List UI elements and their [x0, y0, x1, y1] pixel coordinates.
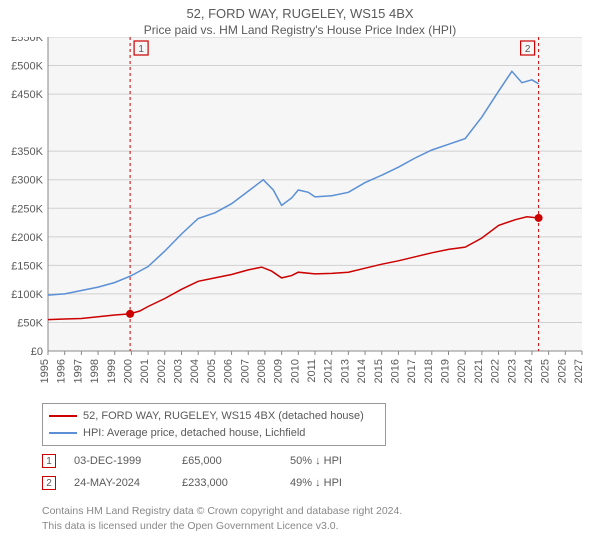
sale-delta: 50% ↓ HPI [290, 455, 380, 467]
legend-label: 52, FORD WAY, RUGELEY, WS15 4BX (detache… [83, 408, 364, 425]
legend-item: HPI: Average price, detached house, Lich… [49, 425, 379, 442]
svg-text:2009: 2009 [273, 359, 285, 383]
svg-text:2007: 2007 [239, 359, 251, 383]
svg-text:2001: 2001 [139, 359, 151, 383]
svg-text:2003: 2003 [173, 359, 185, 383]
legend-swatch [49, 415, 77, 417]
svg-text:2026: 2026 [556, 359, 568, 383]
svg-text:2011: 2011 [306, 359, 318, 383]
footer-line1: Contains HM Land Registry data © Crown c… [42, 504, 600, 519]
legend-label: HPI: Average price, detached house, Lich… [83, 425, 305, 442]
svg-text:£200K: £200K [11, 232, 43, 244]
svg-text:£500K: £500K [11, 61, 43, 73]
chart-title: 52, FORD WAY, RUGELEY, WS15 4BX [0, 6, 600, 21]
svg-text:£450K: £450K [11, 89, 43, 101]
svg-text:2016: 2016 [389, 359, 401, 383]
svg-text:£350K: £350K [11, 146, 43, 158]
sale-row: 2 24-MAY-2024 £233,000 49% ↓ HPI [42, 472, 600, 494]
svg-text:2020: 2020 [456, 359, 468, 383]
svg-text:2018: 2018 [423, 359, 435, 383]
svg-text:£150K: £150K [11, 260, 43, 272]
svg-text:2010: 2010 [289, 359, 301, 383]
chart-subtitle: Price paid vs. HM Land Registry's House … [0, 23, 600, 37]
svg-text:2022: 2022 [490, 359, 502, 383]
svg-text:1997: 1997 [72, 359, 84, 383]
footer-line2: This data is licensed under the Open Gov… [42, 519, 600, 534]
svg-text:£300K: £300K [11, 175, 43, 187]
chart-container: £0 £50K £100K £150K £200K £250K £300K £350K £450… [0, 37, 600, 397]
sale-marker: 1 [42, 454, 56, 468]
svg-text:2005: 2005 [206, 359, 218, 383]
svg-text:2000: 2000 [122, 359, 134, 383]
svg-text:2004: 2004 [189, 359, 201, 383]
svg-text:2025: 2025 [540, 359, 552, 383]
svg-text:£550K: £550K [11, 37, 43, 44]
svg-text:2014: 2014 [356, 359, 368, 383]
svg-text:2027: 2027 [573, 359, 585, 383]
svg-text:£0: £0 [31, 346, 43, 358]
svg-text:1996: 1996 [56, 359, 68, 383]
svg-text:1998: 1998 [89, 359, 101, 383]
svg-text:2008: 2008 [256, 359, 268, 383]
svg-text:1995: 1995 [39, 359, 51, 383]
svg-text:2017: 2017 [406, 359, 418, 383]
price-chart: £0 £50K £100K £150K £200K £250K £300K £350K £450… [0, 37, 600, 397]
legend-swatch [49, 432, 77, 434]
svg-text:2015: 2015 [373, 359, 385, 383]
svg-text:2023: 2023 [506, 359, 518, 383]
svg-text:2002: 2002 [156, 359, 168, 383]
sale-delta: 49% ↓ HPI [290, 477, 380, 489]
svg-text:1999: 1999 [106, 359, 118, 383]
sale-date: 24-MAY-2024 [74, 477, 164, 489]
legend-item: 52, FORD WAY, RUGELEY, WS15 4BX (detache… [49, 408, 379, 425]
svg-text:1: 1 [138, 44, 144, 55]
svg-text:2013: 2013 [339, 359, 351, 383]
sale-date: 03-DEC-1999 [74, 455, 164, 467]
svg-text:2012: 2012 [323, 359, 335, 383]
svg-text:2021: 2021 [473, 359, 485, 383]
sale-marker: 2 [42, 476, 56, 490]
svg-text:£50K: £50K [17, 317, 43, 329]
svg-text:£250K: £250K [11, 203, 43, 215]
svg-text:2024: 2024 [523, 359, 535, 383]
sale-row: 1 03-DEC-1999 £65,000 50% ↓ HPI [42, 450, 600, 472]
svg-text:2019: 2019 [440, 359, 452, 383]
sale-price: £65,000 [182, 455, 272, 467]
svg-text:£100K: £100K [11, 289, 43, 301]
sales-table: 1 03-DEC-1999 £65,000 50% ↓ HPI 2 24-MAY-2024… [42, 450, 600, 494]
svg-text:2006: 2006 [223, 359, 235, 383]
sale-price: £233,000 [182, 477, 272, 489]
svg-text:2: 2 [525, 44, 531, 55]
legend: 52, FORD WAY, RUGELEY, WS15 4BX (detache… [42, 403, 386, 446]
footer: Contains HM Land Registry data © Crown c… [42, 504, 600, 533]
chart-header: 52, FORD WAY, RUGELEY, WS15 4BX Price pa… [0, 0, 600, 37]
